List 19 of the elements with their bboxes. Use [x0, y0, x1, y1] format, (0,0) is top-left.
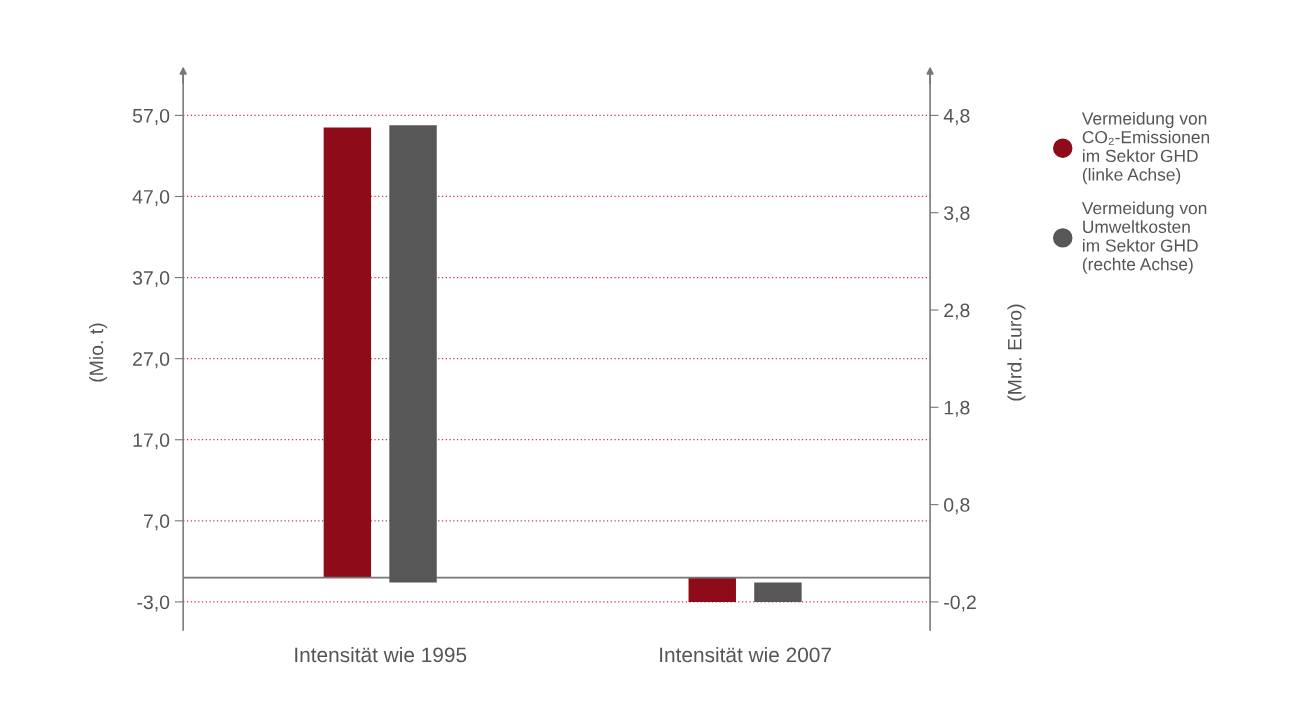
- y-tick-label: 37,0: [132, 271, 170, 288]
- y-tick-label: 27,0: [133, 352, 170, 369]
- y2-tick-label: 1,8: [944, 400, 970, 417]
- y-tick-label: 17,0: [133, 433, 170, 450]
- y2-tick-label: 2,8: [944, 303, 970, 320]
- y2-tick-label: 3,8: [944, 206, 970, 223]
- legend-label: Vermeidung von CO₂-Emissionen im Sektor GHD (linke Achse): [1081, 111, 1210, 185]
- y2-tick-label: -0,2: [944, 595, 976, 612]
- x-tick-label: Intensität wie 2007: [660, 646, 831, 663]
- y-tick-label: -3,0: [137, 595, 170, 612]
- y-tick-label: 7,0: [143, 514, 170, 531]
- legend-label: Vermeidung von Umweltkosten im Sektor GHD (rechte Achse): [1081, 201, 1207, 274]
- x-tick-label: Intensität wie 1995: [295, 646, 467, 663]
- y-axis-title: (Mio. t): [89, 323, 108, 382]
- y-tick-label: 47,0: [132, 189, 170, 207]
- y2-tick-label: 0,8: [944, 498, 970, 515]
- y2-axis-title: (Mrd. Euro): [1007, 304, 1026, 401]
- y-tick-label: 57,0: [132, 108, 170, 125]
- y2-tick-label: 4,8: [943, 108, 970, 125]
